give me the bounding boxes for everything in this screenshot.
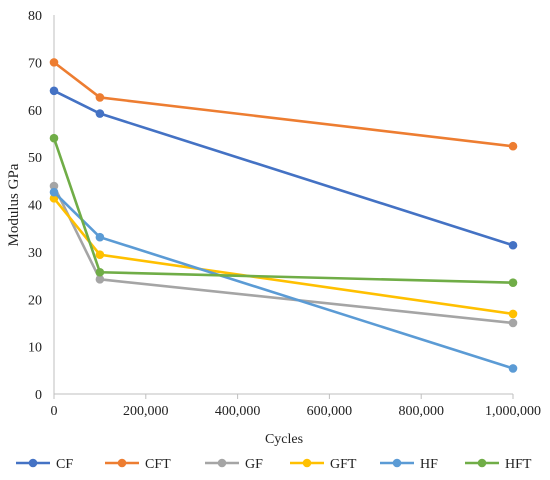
legend-item-hft: HFT [465, 457, 532, 472]
legend-item-hf: HF [380, 457, 438, 472]
legend-label: GF [245, 457, 263, 472]
data-point [508, 240, 518, 250]
legend-swatch-marker [217, 458, 227, 468]
series-cft [49, 58, 518, 151]
y-tick-label: 0 [35, 388, 42, 403]
data-point [49, 187, 59, 197]
series-gft [49, 194, 518, 319]
data-point [508, 278, 518, 287]
series-layer [49, 58, 518, 373]
x-axis-label: Cycles [265, 432, 303, 447]
x-tick-label: 200,000 [123, 404, 169, 419]
data-point [508, 141, 518, 151]
data-point [508, 364, 518, 373]
data-point [95, 250, 105, 260]
data-point [95, 275, 105, 284]
data-point [508, 309, 518, 319]
data-point [508, 318, 518, 328]
y-tick-label: 20 [28, 293, 42, 308]
data-point [95, 267, 105, 277]
legend: CF CFT GF GFT HF HFT [16, 457, 532, 472]
x-tick-label: 1,000,000 [485, 404, 541, 419]
series-cf [49, 86, 518, 250]
legend-label: CFT [145, 457, 171, 472]
y-tick-label: 70 [28, 56, 42, 71]
legend-swatch-marker [477, 458, 487, 468]
data-point [49, 86, 59, 96]
legend-swatch-marker [28, 458, 38, 468]
axes: 0 10 20 30 40 50 60 70 80 0 200,000 400,000 600,000 8… [28, 9, 541, 419]
legend-item-gft: GFT [290, 457, 357, 472]
legend-label: CF [56, 457, 73, 472]
y-tick-label: 60 [28, 104, 42, 119]
data-point [49, 133, 59, 143]
y-axis-label: Modulus GPa [6, 163, 22, 246]
data-point [95, 109, 105, 118]
data-point [49, 194, 59, 203]
x-tick-label: 400,000 [215, 404, 261, 419]
x-tick-label: 0 [51, 404, 58, 419]
legend-label: HF [420, 457, 438, 472]
data-point [49, 58, 59, 67]
series-line [53, 89, 514, 247]
legend-label: HFT [505, 457, 532, 472]
x-tick-label: 600,000 [307, 404, 353, 419]
series-hf [49, 187, 518, 373]
x-tick-label: 800,000 [398, 404, 444, 419]
data-point [49, 181, 59, 191]
y-tick-label: 40 [28, 199, 42, 214]
legend-item-cft: CFT [105, 457, 171, 472]
legend-label: GFT [330, 457, 357, 472]
legend-swatch-marker [117, 458, 127, 468]
series-hft [49, 133, 518, 287]
legend-swatch-marker [392, 458, 402, 468]
series-line [52, 137, 514, 284]
y-tick-label: 80 [28, 9, 42, 24]
data-point [95, 232, 105, 242]
y-tick-label: 30 [28, 246, 42, 261]
series-line [52, 185, 514, 325]
data-point [95, 93, 105, 102]
legend-item-gf: GF [205, 457, 263, 472]
series-line [53, 61, 514, 148]
legend-swatch-marker [302, 458, 312, 468]
y-tick-label: 50 [28, 151, 42, 166]
y-tick-label: 10 [28, 341, 42, 356]
legend-item-cf: CF [16, 457, 73, 472]
